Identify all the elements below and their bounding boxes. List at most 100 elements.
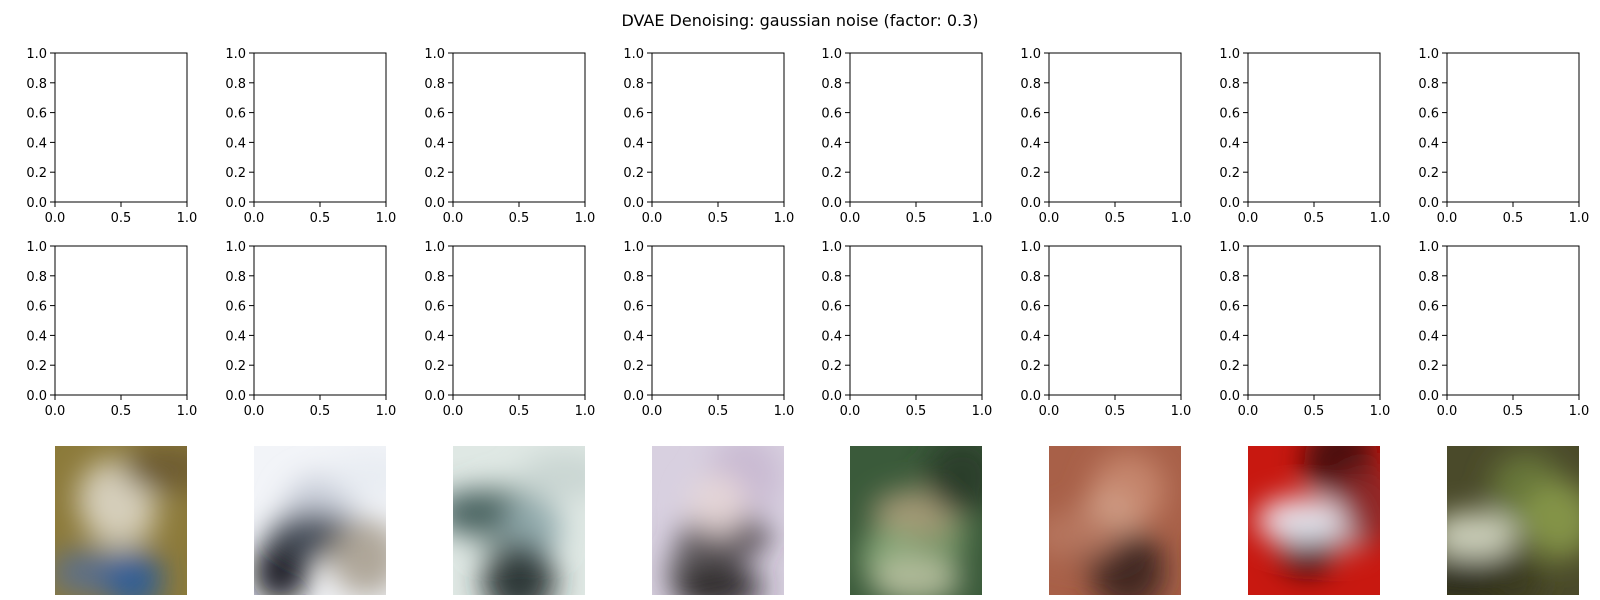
image-blob <box>673 563 763 595</box>
y-tick-label: 0.2 <box>821 166 842 181</box>
reconstruction-5 <box>850 446 982 595</box>
y-tick-label: 0.0 <box>821 389 842 404</box>
y-tick-label: 0.8 <box>424 270 445 285</box>
image-blob <box>254 541 310 595</box>
reconstruction-2 <box>254 446 386 595</box>
y-tick-label: 1.0 <box>26 47 47 62</box>
y-tick-label: 1.0 <box>1219 47 1240 62</box>
x-tick-label: 0.5 <box>310 211 331 226</box>
y-tick-label: 0.4 <box>1020 136 1041 151</box>
y-tick-label: 1.0 <box>424 240 445 255</box>
subplot-r2-c6: 0.0 0.5 1.0 0.0 0.2 0.4 0.6 0.8 1.0 <box>1020 240 1191 419</box>
y-tick-label: 0.2 <box>26 166 47 181</box>
y-tick-label: 0.8 <box>623 77 644 92</box>
x-tick-label: 1.0 <box>1569 404 1590 419</box>
image-blob <box>1447 511 1519 560</box>
y-tick-label: 0.8 <box>1418 270 1439 285</box>
y-tick-label: 0.4 <box>26 136 47 151</box>
x-tick-label: 0.0 <box>840 211 861 226</box>
x-tick-label: 0.5 <box>1105 211 1126 226</box>
image-blobs <box>1447 451 1579 595</box>
y-tick-label: 0.4 <box>26 329 47 344</box>
x-tick-label: 0.0 <box>1039 404 1060 419</box>
x-tick-label: 1.0 <box>376 211 397 226</box>
x-tick-label: 1.0 <box>774 211 795 226</box>
y-tick-label: 0.0 <box>225 389 246 404</box>
subplot-r1-c2: 0.0 0.5 1.0 0.0 0.2 0.4 0.6 0.8 1.0 <box>225 47 396 226</box>
y-tick-label: 0.0 <box>1418 389 1439 404</box>
y-tick-label: 0.2 <box>1020 166 1041 181</box>
x-tick-label: 1.0 <box>774 404 795 419</box>
axes-frame <box>1247 245 1381 396</box>
image-blobs <box>55 446 187 595</box>
x-tick-label: 1.0 <box>972 211 993 226</box>
y-tick-label: 0.2 <box>1219 359 1240 374</box>
y-tick-label: 0.4 <box>1418 136 1439 151</box>
image-content <box>850 446 982 595</box>
subplot-r2-c2: 0.0 0.5 1.0 0.0 0.2 0.4 0.6 0.8 1.0 <box>225 240 396 419</box>
subplot-r1-c3: 0.0 0.5 1.0 0.0 0.2 0.4 0.6 0.8 1.0 <box>424 47 595 226</box>
y-tick-label: 0.0 <box>424 389 445 404</box>
axes-frame <box>849 52 983 203</box>
y-tick-label: 0.6 <box>26 300 47 315</box>
axes-frame <box>253 52 387 203</box>
y-tick-label: 1.0 <box>821 240 842 255</box>
y-tick-label: 0.0 <box>623 196 644 211</box>
reconstruction-6 <box>1049 446 1181 595</box>
y-tick-label: 0.6 <box>821 300 842 315</box>
x-tick-label: 0.0 <box>1437 211 1458 226</box>
y-tick-label: 0.6 <box>1418 107 1439 122</box>
y-tick-label: 0.2 <box>821 359 842 374</box>
reconstruction-4 <box>652 446 784 595</box>
x-tick-label: 0.5 <box>509 211 530 226</box>
y-tick-label: 1.0 <box>1020 240 1041 255</box>
subplot-r1-c1: 0.0 0.5 1.0 0.0 0.2 0.4 0.6 0.8 1.0 <box>26 47 197 226</box>
y-tick-label: 0.8 <box>225 77 246 92</box>
axes-grid: 0.0 0.5 1.00.00.20.40.60.81.00.0 0.5 1.00.00… <box>26 47 1589 419</box>
y-tick-label: 0.8 <box>1020 77 1041 92</box>
axes-frame <box>849 245 983 396</box>
y-tick-label: 1.0 <box>623 240 644 255</box>
x-tick-label: 1.0 <box>1569 211 1590 226</box>
image-blobs <box>1255 446 1380 575</box>
x-tick-label: 0.5 <box>1105 404 1126 419</box>
subplot-r2-c8: 0.0 0.5 1.0 0.0 0.2 0.4 0.6 0.8 1.0 <box>1418 240 1589 419</box>
axes-frame <box>54 245 188 396</box>
y-tick-label: 1.0 <box>26 240 47 255</box>
image-content <box>55 446 187 595</box>
x-tick-label: 0.5 <box>906 404 927 419</box>
y-tick-label: 0.0 <box>26 196 47 211</box>
subplot-r1-c8: 0.0 0.5 1.0 0.0 0.2 0.4 0.6 0.8 1.0 <box>1418 47 1589 226</box>
image-blob <box>520 451 585 500</box>
reconstruction-8 <box>1447 446 1579 595</box>
y-tick-label: 0.8 <box>1219 77 1240 92</box>
x-tick-label: 0.0 <box>1039 211 1060 226</box>
x-tick-label: 1.0 <box>1171 404 1192 419</box>
y-tick-label: 0.6 <box>225 300 246 315</box>
subplot-r2-c4: 0.0 0.5 1.0 0.0 0.2 0.4 0.6 0.8 1.0 <box>623 240 794 419</box>
x-tick-label: 1.0 <box>376 404 397 419</box>
x-tick-label: 1.0 <box>575 211 596 226</box>
y-tick-label: 0.4 <box>623 329 644 344</box>
image-blob <box>1255 496 1346 545</box>
y-tick-label: 0.4 <box>424 329 445 344</box>
y-tick-label: 0.8 <box>424 77 445 92</box>
y-tick-label: 0.8 <box>26 77 47 92</box>
x-tick-label: 0.5 <box>111 211 132 226</box>
y-tick-label: 0.2 <box>225 359 246 374</box>
y-tick-label: 0.4 <box>1219 136 1240 151</box>
subplot-r2-c1: 0.0 0.5 1.0 0.0 0.2 0.4 0.6 0.8 1.0 <box>26 240 197 419</box>
axes-frame <box>1446 52 1580 203</box>
image-blob <box>122 446 187 493</box>
y-tick-label: 0.2 <box>424 166 445 181</box>
x-tick-label: 0.0 <box>1238 404 1259 419</box>
x-tick-label: 0.0 <box>642 211 663 226</box>
y-tick-label: 0.6 <box>623 300 644 315</box>
y-tick-label: 0.6 <box>623 107 644 122</box>
x-tick-label: 0.0 <box>443 211 464 226</box>
image-blob <box>1049 511 1121 560</box>
x-tick-label: 0.5 <box>509 404 530 419</box>
axes-frame <box>54 52 188 203</box>
y-tick-label: 0.6 <box>1418 300 1439 315</box>
axes-frame <box>1048 245 1182 396</box>
